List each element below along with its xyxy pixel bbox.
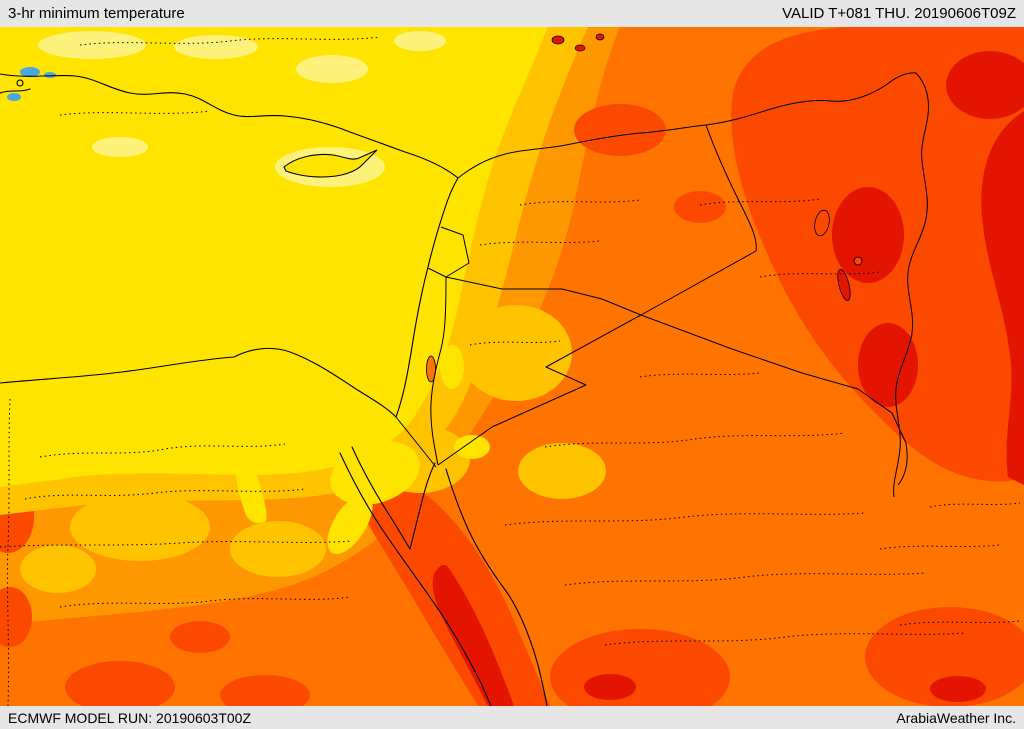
temperature-field	[0, 27, 1024, 706]
cyprus-island	[283, 149, 378, 178]
turkey-lakes	[551, 33, 605, 52]
model-run-label: ECMWF MODEL RUN: 20190603T00Z	[8, 709, 251, 726]
coastlines	[0, 73, 548, 706]
temperature-map	[0, 27, 1024, 706]
pale-yellow-patches	[38, 31, 446, 187]
iraq-lakes	[814, 209, 863, 301]
map-area	[0, 27, 1024, 706]
country-borders	[395, 72, 929, 498]
footer-bar: ECMWF MODEL RUN: 20190603T00Z ArabiaWeat…	[0, 706, 1024, 729]
dotted-boundaries	[0, 36, 1021, 706]
cold-spots	[7, 67, 56, 101]
attribution-label: ArabiaWeather Inc.	[896, 709, 1016, 726]
red-hot-cores	[432, 51, 1024, 706]
page-title: 3-hr minimum temperature	[8, 5, 185, 22]
header-bar: 3-hr minimum temperature VALID T+081 THU…	[0, 0, 1024, 27]
valid-time-label: VALID T+081 THU. 20190606T09Z	[782, 5, 1016, 22]
